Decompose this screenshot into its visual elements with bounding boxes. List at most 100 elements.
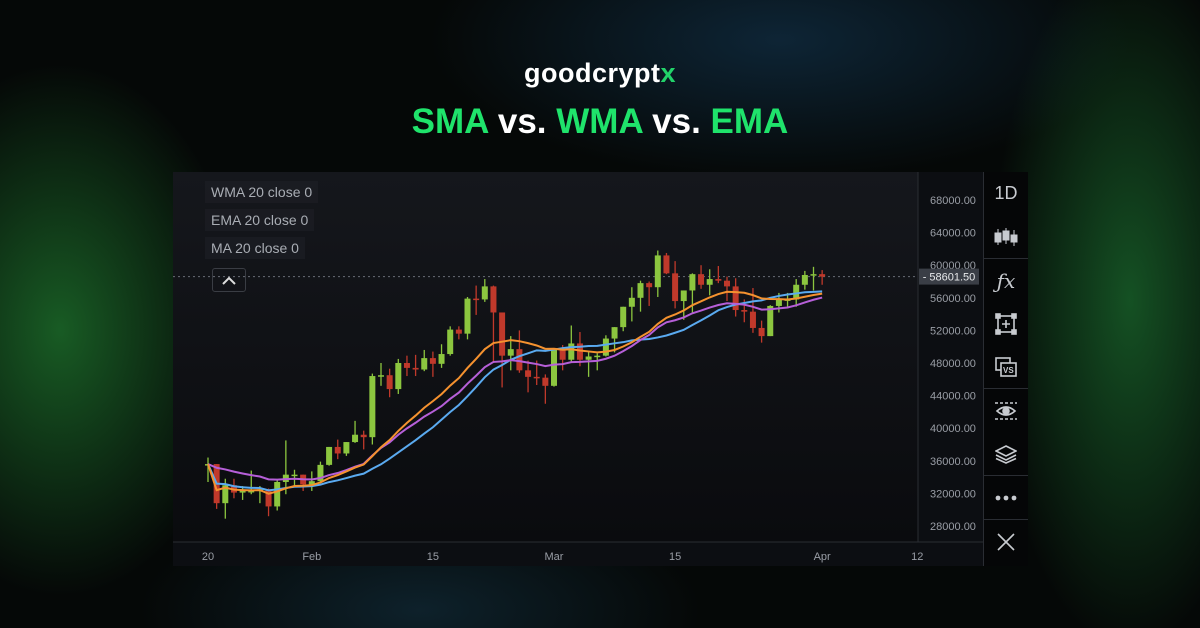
candle-body bbox=[308, 481, 315, 485]
y-tick-label: 36000.00 bbox=[930, 456, 976, 468]
candlestick-icon bbox=[994, 227, 1018, 246]
chart-type-button[interactable] bbox=[984, 215, 1028, 259]
candle-body bbox=[369, 376, 376, 438]
x-tick-label: 15 bbox=[427, 551, 439, 563]
y-tick-label: 48000.00 bbox=[930, 358, 976, 370]
y-tick-label: 40000.00 bbox=[930, 423, 976, 435]
candle-body bbox=[793, 284, 800, 300]
candle-body bbox=[568, 343, 575, 360]
candle-body bbox=[334, 446, 341, 454]
close-button[interactable] bbox=[984, 520, 1028, 563]
candle-body bbox=[680, 290, 687, 302]
candle-body bbox=[654, 255, 661, 288]
candle-body bbox=[395, 363, 402, 390]
candle-body bbox=[741, 310, 748, 312]
candle-body bbox=[291, 474, 298, 477]
candle-body bbox=[438, 354, 445, 364]
x-tick-label: 20 bbox=[202, 551, 214, 563]
toolbar-sidebar: 1D ƒx VS bbox=[983, 172, 1028, 566]
candle-body bbox=[672, 273, 679, 302]
svg-text:VS: VS bbox=[1003, 366, 1014, 375]
candlestick-chart[interactable]: 68000.0064000.0060000.0056000.0052000.00… bbox=[173, 172, 1027, 566]
candle-body bbox=[819, 274, 826, 277]
candle-body bbox=[628, 297, 635, 307]
eye-icon bbox=[995, 401, 1017, 420]
candle-body bbox=[326, 446, 333, 465]
indicators-button[interactable]: ƒx bbox=[984, 259, 1028, 302]
candle-body bbox=[749, 311, 756, 328]
candle-body bbox=[637, 283, 644, 298]
ma-line bbox=[207, 290, 823, 492]
candle-body bbox=[724, 280, 730, 287]
candle-body bbox=[239, 490, 246, 493]
candle-body bbox=[403, 363, 410, 368]
candle-body bbox=[801, 274, 808, 285]
chevron-up-icon bbox=[222, 276, 236, 285]
candle-body bbox=[248, 490, 255, 493]
candle-body bbox=[602, 338, 609, 356]
drawing-button[interactable] bbox=[984, 302, 1028, 345]
candle-body bbox=[542, 377, 549, 386]
wma-line bbox=[207, 290, 823, 495]
more-icon bbox=[995, 495, 1017, 500]
candle-body bbox=[455, 329, 462, 334]
y-tick-label: 64000.00 bbox=[930, 228, 976, 240]
candle-body bbox=[525, 370, 532, 377]
x-tick-label: Feb bbox=[302, 551, 321, 563]
last-price-label: - 58601.50 bbox=[923, 272, 976, 284]
candle-body bbox=[758, 327, 765, 337]
candle-body bbox=[516, 349, 523, 371]
compare-vs-icon: VS bbox=[995, 356, 1017, 377]
candle-body bbox=[412, 367, 419, 370]
candle-body bbox=[611, 327, 618, 339]
ema-line bbox=[207, 296, 823, 481]
candle-body bbox=[698, 274, 705, 285]
headline-vs: vs. bbox=[642, 102, 711, 141]
candle-body bbox=[386, 375, 393, 390]
candle-body bbox=[490, 286, 497, 313]
legend-ema[interactable]: EMA 20 close 0 bbox=[205, 209, 315, 231]
candle-body bbox=[429, 358, 436, 364]
candle-body bbox=[585, 356, 592, 360]
last-price-badge bbox=[919, 268, 979, 285]
legend-wma[interactable]: WMA 20 close 0 bbox=[205, 181, 319, 203]
x-tick-label: Apr bbox=[814, 551, 831, 563]
layers-icon bbox=[995, 444, 1017, 464]
collapse-legend-button[interactable] bbox=[212, 268, 246, 292]
more-button[interactable] bbox=[984, 476, 1028, 520]
candle-body bbox=[620, 306, 627, 328]
chart-panel: 68000.00 64000.00 60000.00 56000.00 52000.00… bbox=[173, 172, 1028, 566]
candle-body bbox=[222, 485, 229, 504]
y-tick-label: 52000.00 bbox=[930, 325, 976, 337]
candle-body bbox=[499, 312, 506, 356]
candle-body bbox=[378, 375, 384, 377]
compare-button[interactable]: VS bbox=[984, 345, 1028, 389]
y-tick-label: 32000.00 bbox=[930, 488, 976, 500]
candle-body bbox=[274, 481, 281, 507]
candle-body bbox=[594, 355, 601, 358]
y-tick-label: 44000.00 bbox=[930, 391, 976, 403]
headline-wma: WMA bbox=[556, 102, 643, 141]
candle-body bbox=[421, 358, 428, 370]
candle-body bbox=[715, 279, 722, 281]
candle-body bbox=[473, 298, 480, 301]
legend-ma[interactable]: MA 20 close 0 bbox=[205, 237, 305, 259]
visibility-button[interactable] bbox=[984, 389, 1028, 432]
headline-sma: SMA bbox=[411, 102, 489, 141]
headline-vs: vs. bbox=[488, 102, 557, 141]
plot-area[interactable] bbox=[173, 172, 918, 542]
interval-button[interactable]: 1D bbox=[994, 183, 1018, 203]
candle-body bbox=[732, 286, 739, 311]
x-tick-label: Mar bbox=[545, 551, 564, 563]
goodcrypto-logo: goodcryptx bbox=[0, 58, 1200, 89]
candle-body bbox=[576, 343, 583, 360]
candle-body bbox=[447, 329, 454, 355]
candle-body bbox=[533, 376, 540, 379]
close-icon bbox=[997, 532, 1015, 551]
layers-button[interactable] bbox=[984, 432, 1028, 476]
headline: SMA vs. WMA vs. EMA bbox=[0, 102, 1200, 142]
logo-accent: x bbox=[660, 58, 677, 88]
x-tick-label: 12 bbox=[911, 551, 923, 563]
candle-body bbox=[706, 279, 713, 285]
candle-body bbox=[775, 299, 782, 306]
